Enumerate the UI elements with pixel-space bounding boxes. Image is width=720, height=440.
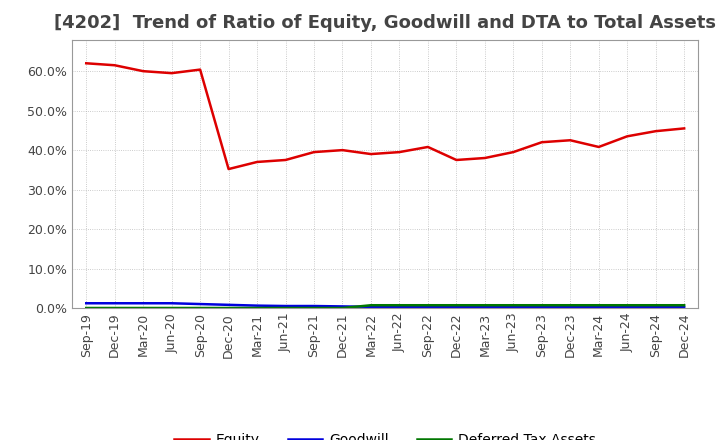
Goodwill xyxy=(282,304,290,309)
Deferred Tax Assets xyxy=(509,303,518,308)
Goodwill xyxy=(652,304,660,310)
Deferred Tax Assets xyxy=(196,305,204,311)
Deferred Tax Assets xyxy=(338,305,347,311)
Equity xyxy=(253,159,261,165)
Deferred Tax Assets xyxy=(310,305,318,311)
Equity xyxy=(196,67,204,72)
Line: Equity: Equity xyxy=(86,63,684,169)
Equity xyxy=(225,166,233,172)
Deferred Tax Assets xyxy=(537,303,546,308)
Equity xyxy=(167,70,176,76)
Deferred Tax Assets xyxy=(82,305,91,311)
Deferred Tax Assets xyxy=(395,303,404,308)
Equity xyxy=(680,126,688,131)
Deferred Tax Assets xyxy=(480,303,489,308)
Equity xyxy=(282,158,290,163)
Goodwill xyxy=(139,301,148,306)
Legend: Equity, Goodwill, Deferred Tax Assets: Equity, Goodwill, Deferred Tax Assets xyxy=(168,428,602,440)
Line: Goodwill: Goodwill xyxy=(86,303,684,307)
Deferred Tax Assets xyxy=(423,303,432,308)
Deferred Tax Assets xyxy=(623,303,631,308)
Goodwill xyxy=(623,304,631,310)
Deferred Tax Assets xyxy=(595,303,603,308)
Equity xyxy=(423,144,432,150)
Goodwill xyxy=(338,304,347,309)
Goodwill xyxy=(595,304,603,310)
Goodwill xyxy=(196,301,204,307)
Deferred Tax Assets xyxy=(652,303,660,308)
Equity xyxy=(623,134,631,139)
Equity xyxy=(537,139,546,145)
Deferred Tax Assets xyxy=(225,305,233,311)
Goodwill xyxy=(110,301,119,306)
Equity xyxy=(595,144,603,150)
Goodwill xyxy=(423,304,432,309)
Goodwill xyxy=(452,304,461,310)
Goodwill xyxy=(366,304,375,309)
Goodwill xyxy=(395,304,404,309)
Equity xyxy=(395,150,404,155)
Goodwill xyxy=(566,304,575,310)
Deferred Tax Assets xyxy=(452,303,461,308)
Equity xyxy=(652,128,660,134)
Title: [4202]  Trend of Ratio of Equity, Goodwill and DTA to Total Assets: [4202] Trend of Ratio of Equity, Goodwil… xyxy=(54,15,716,33)
Equity xyxy=(310,150,318,155)
Equity xyxy=(366,151,375,157)
Equity xyxy=(338,147,347,153)
Deferred Tax Assets xyxy=(680,303,688,308)
Deferred Tax Assets xyxy=(282,305,290,311)
Deferred Tax Assets xyxy=(253,305,261,311)
Goodwill xyxy=(537,304,546,310)
Line: Deferred Tax Assets: Deferred Tax Assets xyxy=(86,305,684,308)
Equity xyxy=(509,150,518,155)
Deferred Tax Assets xyxy=(167,305,176,311)
Equity xyxy=(480,155,489,161)
Equity xyxy=(452,158,461,163)
Deferred Tax Assets xyxy=(366,303,375,308)
Goodwill xyxy=(253,303,261,308)
Deferred Tax Assets xyxy=(566,303,575,308)
Equity xyxy=(139,69,148,74)
Deferred Tax Assets xyxy=(110,305,119,311)
Equity xyxy=(82,61,91,66)
Goodwill xyxy=(509,304,518,310)
Goodwill xyxy=(680,304,688,310)
Goodwill xyxy=(480,304,489,310)
Goodwill xyxy=(225,302,233,308)
Equity xyxy=(566,138,575,143)
Goodwill xyxy=(167,301,176,306)
Goodwill xyxy=(310,304,318,309)
Goodwill xyxy=(82,301,91,306)
Equity xyxy=(110,62,119,68)
Deferred Tax Assets xyxy=(139,305,148,311)
